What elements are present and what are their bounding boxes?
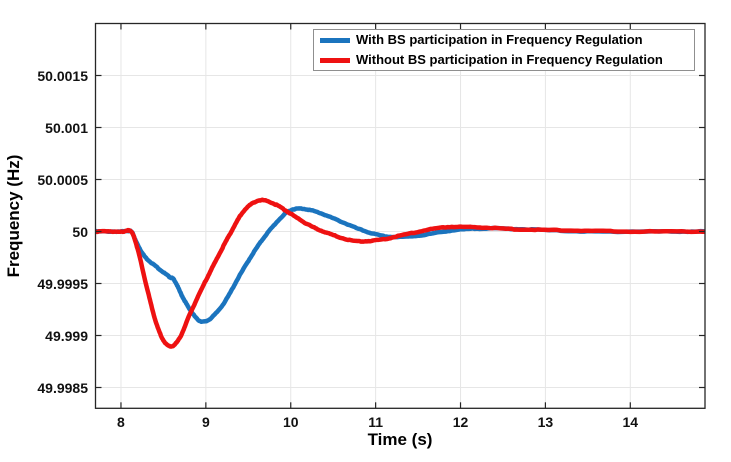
y-tick-label: 50.0005 [37, 171, 88, 188]
series-without-bs-line [95, 197, 705, 349]
y-axis-title: Frequency (Hz) [4, 154, 23, 278]
legend-label-without-bs: Without BS participation in Frequency Re… [356, 52, 663, 67]
x-tick-label: 13 [537, 414, 554, 430]
x-tick-label: 11 [368, 414, 384, 430]
x-axis-title: Time (s) [367, 430, 433, 449]
y-tick-label: 50 [72, 223, 88, 240]
x-tick-label: 12 [452, 414, 469, 430]
y-tick-label: 50.001 [45, 119, 88, 136]
x-tick-label: 10 [282, 414, 299, 430]
y-tick-label: 50.0015 [37, 67, 88, 84]
x-tick-label: 8 [117, 414, 125, 430]
legend-item-without-bs: Without BS participation in Frequency Re… [314, 50, 694, 70]
legend: With BS participation in Frequency Regul… [313, 29, 695, 71]
legend-line-swatch-blue [320, 37, 350, 43]
y-tick-label: 49.999 [45, 327, 88, 344]
y-tick-label: 49.9995 [37, 275, 88, 292]
series-with-bs-line [95, 206, 705, 325]
plot-area [95, 23, 705, 409]
legend-label-with-bs: With BS participation in Frequency Regul… [356, 32, 643, 47]
legend-line-swatch-red [320, 57, 350, 63]
y-tick-label: 49.9985 [37, 379, 88, 396]
axes-box [94, 22, 706, 409]
legend-item-with-bs: With BS participation in Frequency Regul… [314, 30, 694, 50]
x-tick-label: 9 [201, 414, 210, 430]
x-tick-label: 14 [622, 414, 639, 430]
